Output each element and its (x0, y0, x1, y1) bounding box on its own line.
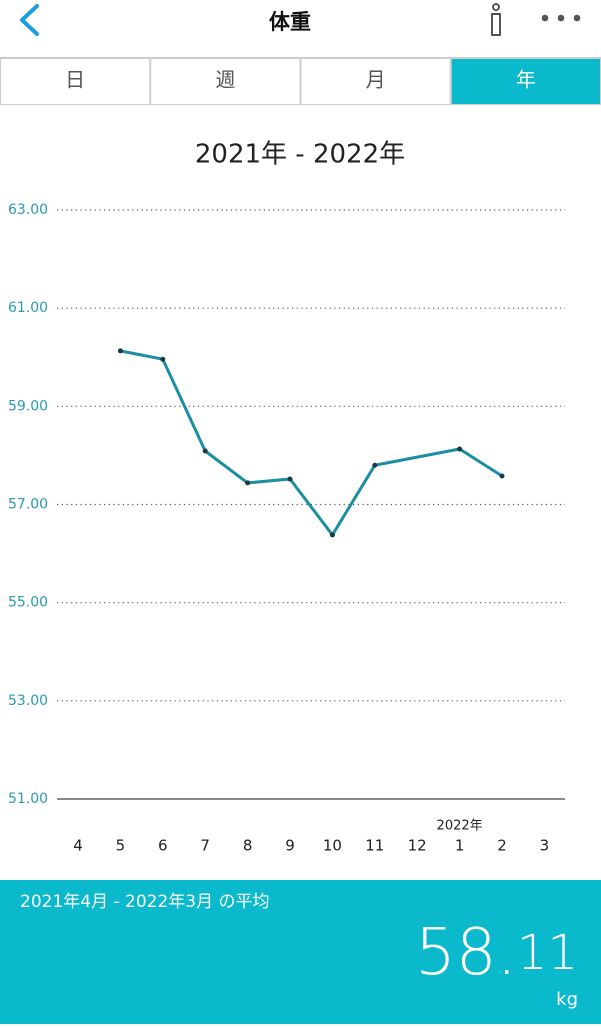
back-button[interactable] (20, 4, 39, 36)
tab[interactable] (150, 58, 301, 105)
x-tick-label: 4 (73, 837, 83, 855)
summary-value: 58.11 (415, 916, 578, 990)
x-tick-label: 9 (285, 837, 295, 855)
header-title: 体重 (269, 10, 311, 34)
data-point (160, 356, 166, 362)
line-segment (288, 477, 334, 537)
line-segment (458, 447, 504, 478)
tab-label[interactable]: 年 (516, 68, 536, 92)
data-point (287, 476, 293, 482)
line-segment (246, 477, 292, 485)
summary-unit: kg (556, 989, 578, 1010)
x-tick-label: 1 (455, 837, 465, 855)
chart-title: 2021年 - 2022年 (195, 140, 405, 170)
y-tick-label: 59.00 (8, 398, 48, 414)
x-tick-label: 11 (365, 837, 384, 855)
tab[interactable] (300, 58, 451, 105)
line-segment (203, 449, 250, 485)
y-tick-label: 61.00 (8, 300, 48, 316)
data-point (372, 462, 378, 468)
tab-label[interactable]: 日 (65, 68, 85, 92)
data-point (329, 532, 335, 538)
line-segment (161, 357, 207, 453)
chart: 51.00 53.00 55.00 57.00 59.00 61.00 63.00 4 5 6 7 8… (8, 202, 565, 855)
y-tick-label: 53.00 (8, 693, 48, 709)
more-button[interactable] (541, 14, 581, 22)
data-point (499, 473, 505, 479)
x-tick-label: 7 (200, 837, 210, 855)
x-tick-label: 3 (540, 837, 550, 855)
tab-bar: 日週月年 (0, 58, 601, 105)
x-tick-label: 2 (497, 837, 507, 855)
info-button[interactable] (491, 3, 501, 36)
year-annotation: 2022年 (437, 819, 483, 834)
x-tick-label: 6 (158, 837, 168, 855)
tab-label[interactable]: 月 (366, 68, 386, 92)
summary-label: 2021年4月 - 2022年3月 の平均 (20, 892, 270, 912)
line-segment (118, 349, 165, 361)
tab-label[interactable]: 週 (215, 68, 235, 92)
line-segment (373, 447, 462, 467)
x-tick-label: 5 (116, 837, 126, 855)
x-tick-label: 8 (243, 837, 253, 855)
y-tick-label: 55.00 (8, 595, 48, 611)
summary-panel (0, 880, 601, 1024)
y-tick-label: 57.00 (8, 497, 48, 513)
line-segment (330, 463, 377, 537)
tab[interactable] (450, 58, 601, 105)
data-point (202, 448, 208, 454)
data-point (245, 480, 251, 486)
data-point (117, 348, 123, 354)
y-tick-label: 51.00 (8, 791, 48, 807)
y-tick-label: 63.00 (8, 202, 48, 218)
data-point (457, 446, 463, 452)
x-tick-label: 10 (323, 837, 342, 855)
tab[interactable] (0, 58, 151, 105)
x-tick-label: 12 (408, 837, 427, 855)
